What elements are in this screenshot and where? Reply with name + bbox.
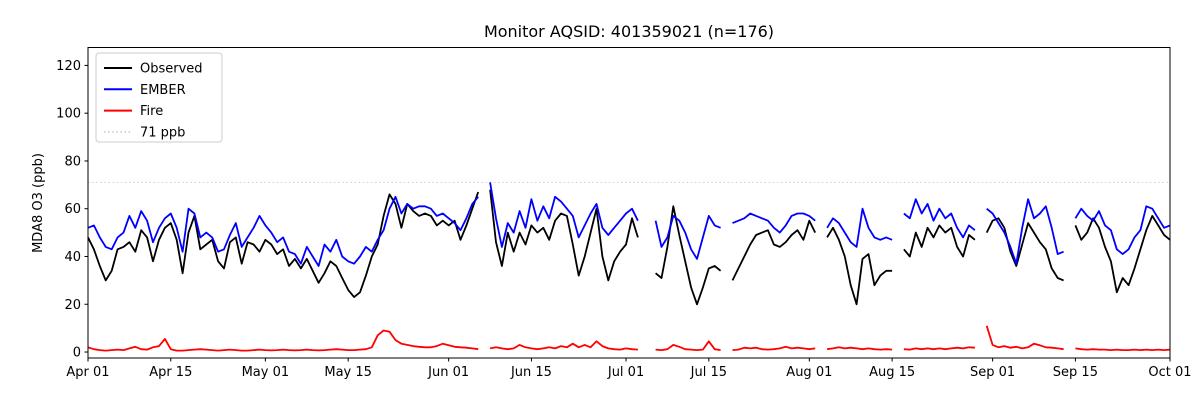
- y-axis-tick-label: 120: [56, 59, 81, 74]
- x-axis-tick-label: Aug 15: [869, 365, 915, 380]
- x-axis-tick-label: Jun 01: [427, 365, 469, 380]
- legend-label-fire: Fire: [140, 104, 163, 119]
- chart-title: Monitor AQSID: 401359021 (n=176): [484, 22, 774, 41]
- x-axis-tick-label: Sep 01: [970, 365, 1015, 380]
- legend-label-observed: Observed: [140, 62, 203, 77]
- y-axis-label: MDA8 O3 (ppb): [31, 153, 46, 253]
- series-observed-line: [87, 189, 1171, 306]
- y-axis-tick-label: 40: [64, 250, 81, 265]
- x-axis-tick-label: Jul 15: [690, 365, 727, 380]
- axis-frame: [87, 47, 1171, 359]
- series-ember-line: [87, 182, 1171, 267]
- x-axis-tick-label: Oct 01: [1148, 365, 1191, 380]
- x-axis-tick-label: Sep 15: [1053, 365, 1098, 380]
- x-axis-tick-label: Apr 01: [66, 365, 109, 380]
- legend: [95, 52, 223, 143]
- x-axis-tick-label: Apr 15: [149, 365, 192, 380]
- y-axis-tick-label: 0: [73, 346, 81, 361]
- x-axis-tick-label: Aug 01: [786, 365, 832, 380]
- y-axis-tick-label: 20: [64, 298, 81, 313]
- legend-label-threshold: 71 ppb: [140, 125, 185, 140]
- x-axis-tick-label: Jul 01: [607, 365, 644, 380]
- legend-box: [95, 52, 223, 143]
- series-fire-line: [87, 325, 1171, 352]
- y-axis-tick-label: 100: [56, 107, 81, 122]
- y-axis-tick-label: 80: [64, 154, 81, 169]
- legend-label-ember: EMBER: [140, 83, 186, 98]
- x-axis-tick-label: May 01: [242, 365, 290, 380]
- x-axis-tick-label: May 15: [324, 365, 372, 380]
- y-axis-tick-label: 60: [64, 202, 81, 217]
- x-axis-tick-label: Jun 15: [510, 365, 552, 380]
